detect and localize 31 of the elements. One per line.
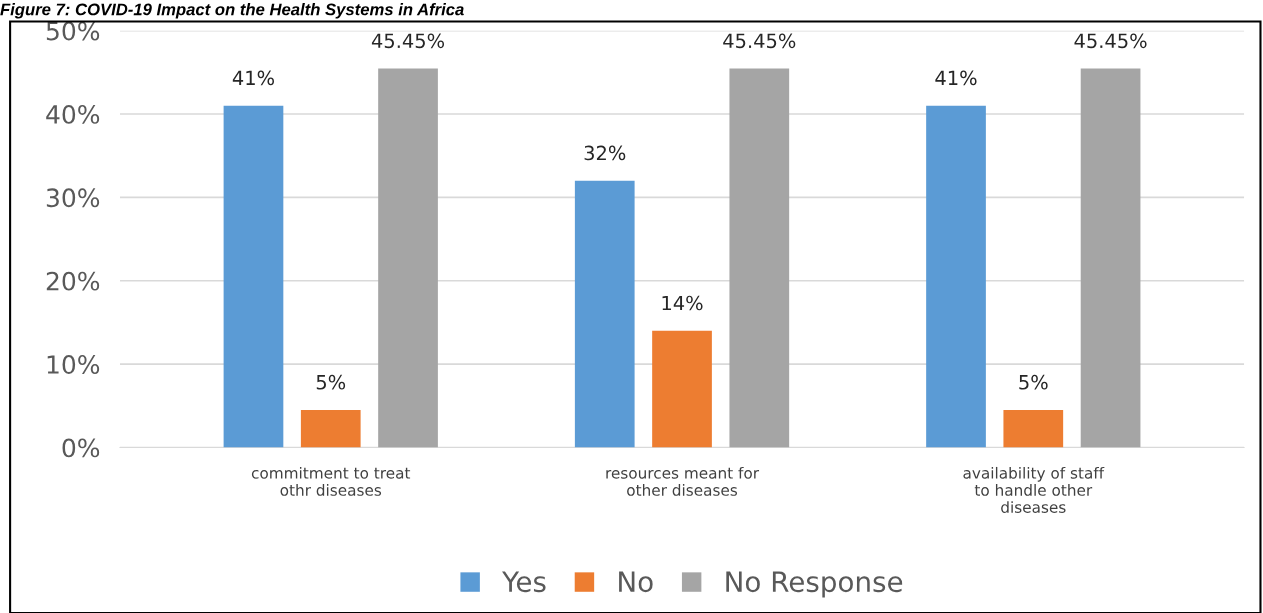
bar — [729, 68, 790, 448]
x-tick-label: availability of staff to handle other diseases — [963, 466, 1105, 513]
data-label: 41% — [232, 70, 274, 86]
legend-label: No Response — [726, 571, 903, 598]
x-tick-label: resources meant for other diseases — [606, 466, 760, 496]
bar — [223, 105, 284, 448]
legend-label: No — [619, 571, 653, 593]
bar — [1080, 68, 1141, 448]
data-label: 45.45% — [723, 33, 796, 49]
y-tick-label: 30% — [46, 188, 100, 208]
chart-title: Figure 7: COVID-19 Impact on the Health Systems in Africa — [0, 3, 464, 19]
bar — [574, 180, 635, 448]
data-label: 32% — [584, 145, 626, 161]
bar — [1003, 409, 1064, 448]
bar — [300, 409, 361, 448]
bar — [652, 330, 712, 448]
data-label: 5% — [316, 374, 346, 390]
data-label: 45.45% — [1074, 33, 1147, 49]
x-tick-label: commitment to treat othr diseases — [251, 466, 411, 496]
y-tick-label: 50% — [46, 21, 100, 41]
data-label: 45.45% — [371, 33, 445, 49]
y-tick-label: 0% — [62, 438, 100, 458]
y-tick-label: 20% — [46, 271, 100, 291]
bar — [926, 105, 986, 448]
y-tick-label: 40% — [46, 104, 100, 124]
data-label: 41% — [935, 70, 977, 86]
y-tick-label: 10% — [47, 355, 100, 374]
legend-label: Yes — [502, 571, 546, 593]
data-label: 14% — [662, 295, 703, 311]
data-label: 5% — [1019, 374, 1048, 390]
bar — [378, 68, 438, 448]
